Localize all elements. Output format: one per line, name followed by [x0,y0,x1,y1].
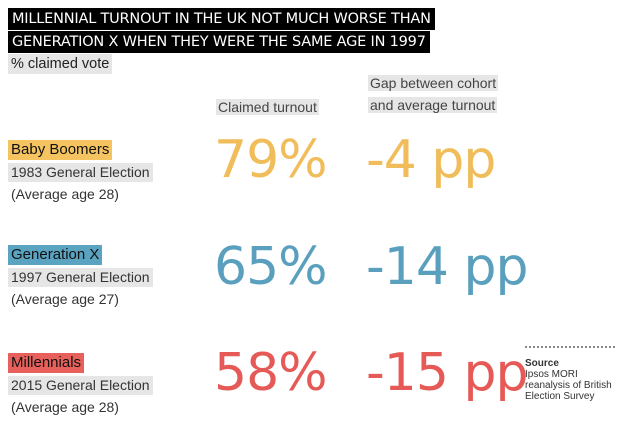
cohort-election: 2015 General Election [8,376,153,395]
cohort-row-generation-x: Generation X 1997 General Election (Aver… [8,245,153,309]
cohort-age: (Average age 28) [11,399,119,415]
turnout-value: 65% [214,237,328,297]
turnout-value: 58% [214,343,328,403]
cohort-name: Baby Boomers [8,140,113,160]
cohort-age: (Average age 28) [11,186,119,202]
column-header-gap-line-2: and average turnout [368,97,498,113]
column-header-turnout-label: Claimed turnout [216,99,319,115]
cohort-election: 1997 General Election [8,268,153,287]
cohort-name: Generation X [8,245,103,265]
column-header-turnout: Claimed turnout [216,96,319,118]
column-header-gap: Gap between cohort and average turnout [368,72,499,116]
gap-value: -14 pp [366,237,528,297]
gap-value: -15 pp [366,343,528,403]
source-label: Source [525,358,559,369]
chart-title-line-2: GENERATION X WHEN THEY WERE THE SAME AGE… [8,31,430,53]
cohort-name: Millennials [8,353,85,373]
gap-value: -4 pp [366,130,496,190]
cohort-row-baby-boomers: Baby Boomers 1983 General Election (Aver… [8,140,153,204]
source-text: Ipsos MORI reanalysis of British Electio… [525,369,612,402]
chart-subtitle: % claimed vote [8,54,113,74]
cohort-age: (Average age 27) [11,291,119,307]
source-note: Source Ipsos MORI reanalysis of British … [525,346,615,402]
cohort-row-millennials: Millennials 2015 General Election (Avera… [8,353,153,417]
turnout-value: 79% [214,130,328,190]
chart-title-line-1: MILLENNIAL TURNOUT IN THE UK NOT MUCH WO… [8,8,435,30]
cohort-election: 1983 General Election [8,163,153,182]
column-header-gap-line-1: Gap between cohort [368,75,499,91]
